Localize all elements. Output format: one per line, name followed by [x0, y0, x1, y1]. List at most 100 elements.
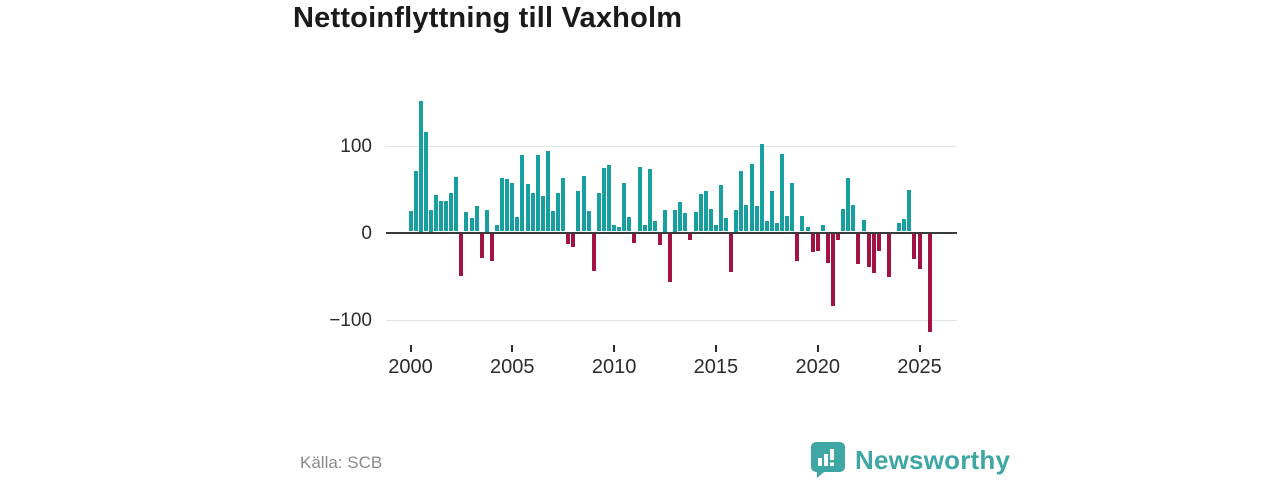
gridline: [386, 319, 957, 321]
bar: [724, 218, 729, 232]
bar: [505, 179, 510, 232]
x-axis-tick-label: 2015: [693, 356, 739, 378]
bar: [907, 189, 912, 232]
bar: [464, 212, 469, 232]
y-axis-tick-label: 0: [361, 222, 372, 244]
x-axis-tick: [511, 345, 514, 352]
bar: [800, 215, 805, 232]
bar: [846, 177, 851, 232]
x-axis-tick: [409, 345, 412, 352]
bar: [500, 177, 505, 232]
bar: [428, 209, 433, 232]
bar: [810, 234, 815, 253]
bar: [856, 234, 861, 265]
bar: [836, 234, 841, 241]
bar: [607, 165, 612, 232]
bar: [841, 208, 846, 232]
bar: [897, 222, 902, 232]
bar: [866, 234, 871, 268]
bar: [515, 216, 520, 232]
bar: [622, 182, 627, 232]
bar: [561, 178, 566, 232]
bar: [749, 163, 754, 232]
x-axis-tick: [714, 345, 717, 352]
bar: [642, 224, 647, 232]
x-axis-tick-label: 2020: [795, 356, 840, 378]
bar: [510, 182, 515, 232]
bar: [449, 193, 454, 232]
bar: [775, 222, 780, 232]
x-axis-tick-label: 2000: [388, 356, 433, 378]
bar: [459, 234, 464, 276]
bar: [795, 234, 800, 261]
bar: [825, 234, 830, 263]
bar: [805, 227, 810, 232]
bar: [581, 175, 586, 232]
bar: [734, 209, 739, 232]
newsworthy-logo-icon: [810, 441, 846, 479]
bar: [790, 182, 795, 232]
bar: [917, 234, 922, 269]
bar: [912, 234, 917, 260]
bar: [739, 171, 744, 232]
bar: [495, 224, 500, 232]
x-axis-tick-label: 2025: [897, 356, 942, 378]
x-axis-tick: [816, 345, 819, 352]
bar: [887, 234, 891, 277]
bar: [439, 201, 444, 232]
bar: [861, 220, 866, 232]
bar: [876, 234, 881, 252]
bar: [668, 234, 673, 282]
bar: [489, 234, 494, 261]
bar: [754, 206, 759, 232]
bar: [683, 213, 688, 232]
source-note: Källa: SCB: [300, 453, 383, 472]
bar: [408, 210, 413, 232]
bar: [673, 209, 678, 232]
bar: [530, 193, 535, 232]
bar: [663, 209, 668, 232]
bar: [551, 211, 556, 232]
bar: [479, 234, 484, 259]
bar: [764, 221, 769, 232]
bar: [871, 234, 876, 274]
bar: [759, 143, 764, 232]
bar: [902, 219, 907, 232]
bar: [744, 204, 749, 232]
bar: [540, 195, 545, 232]
bar: [571, 234, 576, 248]
x-axis-tick-label: 2005: [490, 356, 535, 378]
bar: [612, 225, 617, 232]
bar: [469, 218, 474, 232]
bar: [632, 234, 637, 243]
bar: [444, 201, 449, 232]
zero-axis-line: [386, 231, 957, 234]
bar: [815, 234, 820, 252]
bar: [688, 234, 693, 241]
bar: [647, 168, 652, 232]
y-axis-tick-label: −100: [329, 309, 372, 331]
bar: [601, 167, 606, 232]
bar: [556, 193, 561, 232]
bar: [657, 234, 662, 246]
bar: [520, 154, 525, 232]
bar: [831, 234, 835, 307]
brand-name: Newsworthy: [855, 444, 1011, 475]
bar: [627, 216, 632, 232]
bar: [769, 191, 774, 232]
bar: [820, 224, 825, 232]
bar: [418, 101, 423, 232]
bar: [484, 209, 489, 232]
x-axis-tick: [918, 345, 921, 352]
bar: [545, 151, 550, 232]
bar: [525, 183, 530, 232]
bar: [591, 234, 596, 271]
bar: [576, 191, 581, 232]
bar: [851, 205, 856, 232]
bar: [454, 176, 459, 232]
bar: [413, 170, 418, 232]
bar: [678, 201, 683, 232]
bar: [703, 191, 708, 232]
bar: [566, 234, 571, 245]
